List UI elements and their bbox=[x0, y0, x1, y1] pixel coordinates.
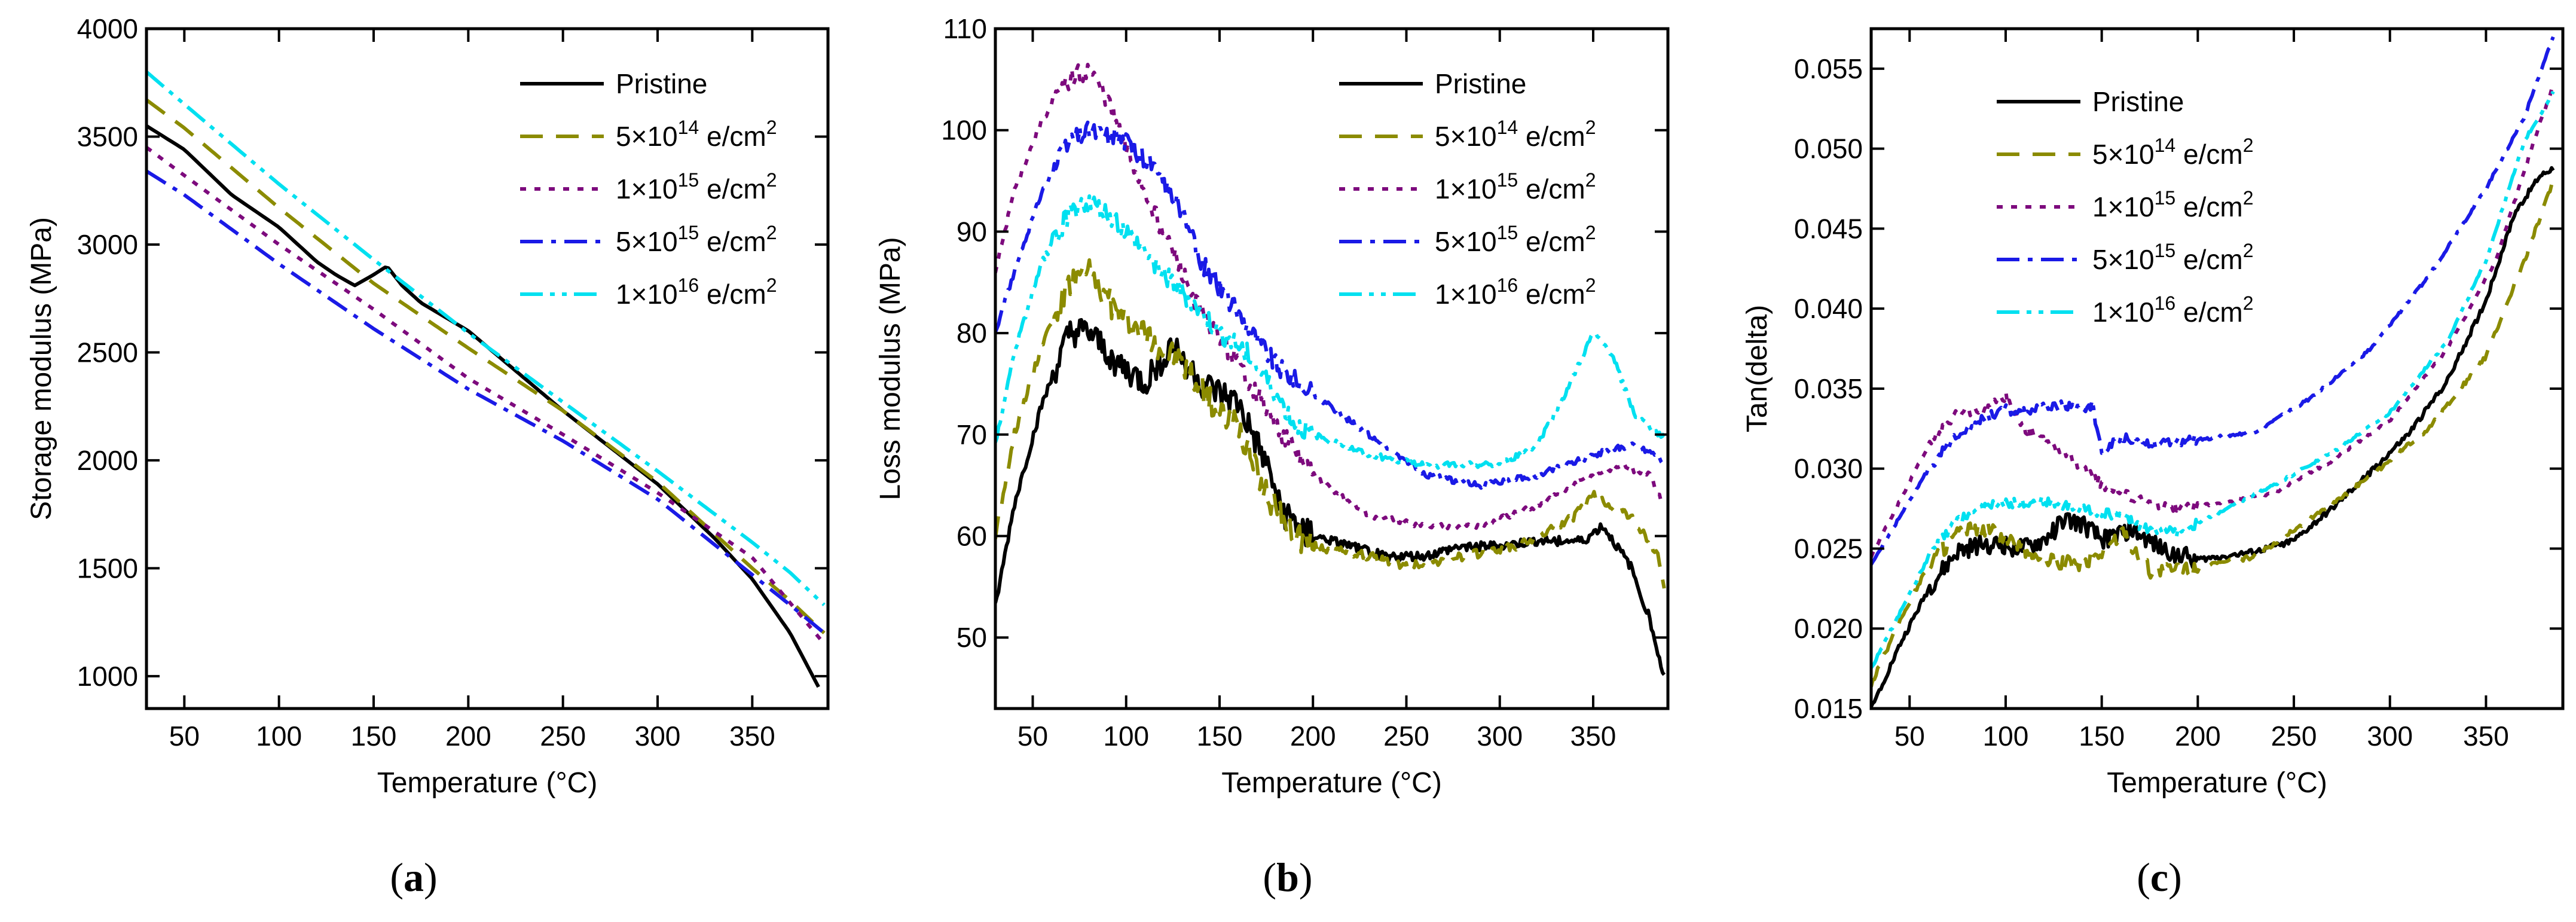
series-line-2 bbox=[995, 63, 1665, 531]
legend-label: 5×1014 e/cm2 bbox=[1435, 117, 1596, 152]
plot-frame bbox=[1869, 27, 2565, 710]
x-tick-label: 200 bbox=[1290, 720, 1336, 752]
legend: Pristine 5×1014 e/cm2 1×1015 e/cm2 5×1015 e… bbox=[520, 68, 777, 310]
legend-label: 5×1015 e/cm2 bbox=[1435, 222, 1596, 257]
series-line-2 bbox=[146, 146, 826, 645]
legend-label: 5×1014 e/cm2 bbox=[616, 117, 777, 152]
x-tick-label: 200 bbox=[445, 720, 491, 752]
x-axis-label: Temperature (°C) bbox=[1221, 767, 1442, 799]
series-line-0 bbox=[1871, 166, 2555, 708]
series-line-1 bbox=[146, 98, 826, 634]
y-tick-label: 0.055 bbox=[1794, 53, 1863, 84]
legend-label: 5×1015 e/cm2 bbox=[2092, 240, 2253, 275]
plot-frame bbox=[994, 27, 1670, 710]
series-line-1 bbox=[1871, 179, 2555, 688]
chart-panel-0: 50 100 150 200 250 300 350 1000 1500 2000 2500 3000… bbox=[26, 13, 830, 799]
y-axis-label: Tan(delta) bbox=[1741, 305, 1773, 432]
x-tick-label: 300 bbox=[2367, 720, 2413, 752]
series-line-3 bbox=[1871, 36, 2555, 566]
y-tick-label: 4000 bbox=[77, 13, 138, 44]
x-tick-label: 300 bbox=[635, 720, 681, 752]
plot-frame bbox=[145, 27, 830, 710]
y-tick-label: 100 bbox=[941, 115, 987, 146]
y-axis-label: Storage modulus (MPa) bbox=[26, 217, 57, 520]
legend-label: Pristine bbox=[1435, 68, 1526, 99]
x-tick-label: 200 bbox=[2175, 720, 2221, 752]
y-tick-label: 70 bbox=[957, 419, 987, 450]
x-tick-label: 350 bbox=[729, 720, 775, 752]
series-line-0 bbox=[146, 124, 820, 688]
legend-label: 1×1015 e/cm2 bbox=[2092, 187, 2253, 222]
y-tick-label: 0.030 bbox=[1794, 453, 1863, 484]
y-tick-label: 3500 bbox=[77, 121, 138, 152]
series-line-4 bbox=[146, 70, 826, 606]
chart-panel-1: 50 100 150 200 250 300 350 50 60 70 80 90 100 110 Temp… bbox=[875, 13, 1670, 799]
y-tick-label: 110 bbox=[943, 13, 987, 44]
x-tick-label: 50 bbox=[1894, 720, 1925, 752]
panel-label-b: (b) bbox=[1263, 854, 1312, 900]
panel-label-c: (c) bbox=[2137, 854, 2182, 900]
panels-layer: 50 100 150 200 250 300 35010001500200025003000… bbox=[26, 13, 2565, 799]
x-tick-label: 150 bbox=[2079, 720, 2125, 752]
y-tick-label: 0.025 bbox=[1794, 533, 1863, 564]
y-tick-label: 0.040 bbox=[1794, 293, 1863, 324]
y-tick-label: 2500 bbox=[77, 337, 138, 368]
legend-label: 1×1015 e/cm2 bbox=[616, 169, 777, 204]
x-tick-label: 250 bbox=[1383, 720, 1429, 752]
y-axis-label: Loss modulus (MPa) bbox=[875, 237, 906, 500]
y-tick-label: 0.045 bbox=[1794, 213, 1863, 244]
series-line-3 bbox=[146, 169, 826, 635]
x-tick-label: 100 bbox=[1983, 720, 2029, 752]
legend-label: 1×1016 e/cm2 bbox=[2092, 292, 2253, 328]
legend: Pristine 5×1014 e/cm2 1×1015 e/cm2 5×1015 e… bbox=[1339, 68, 1596, 310]
x-tick-label: 100 bbox=[1103, 720, 1149, 752]
series-line-0 bbox=[995, 317, 1666, 676]
series-line-4 bbox=[995, 194, 1666, 470]
chart-panel-2: 50 100 150 200 250 300 350 0.015 0.020 0.025 0.030… bbox=[1741, 27, 2565, 799]
legend-label: 1×1016 e/cm2 bbox=[616, 274, 777, 310]
y-tick-label: 3000 bbox=[77, 229, 138, 260]
legend: Pristine 5×1014 e/cm2 1×1015 e/cm2 5×1015 e… bbox=[1997, 86, 2253, 328]
x-axis-label: Temperature (°C) bbox=[2107, 767, 2327, 799]
legend-label: Pristine bbox=[2092, 86, 2184, 117]
y-tick-label: 50 bbox=[957, 622, 987, 653]
x-tick-label: 150 bbox=[351, 720, 397, 752]
series-line-1 bbox=[995, 258, 1666, 589]
x-tick-label: 300 bbox=[1477, 720, 1523, 752]
y-tick-label: 0.050 bbox=[1794, 133, 1863, 164]
x-tick-label: 250 bbox=[2271, 720, 2317, 752]
legend-label: 1×1015 e/cm2 bbox=[1435, 169, 1596, 204]
y-tick-label: 0.015 bbox=[1794, 693, 1863, 724]
x-tick-label: 50 bbox=[169, 720, 200, 752]
x-tick-label: 150 bbox=[1197, 720, 1243, 752]
y-tick-label: 90 bbox=[957, 216, 987, 247]
legend-label: 5×1015 e/cm2 bbox=[616, 222, 777, 257]
y-tick-label: 2000 bbox=[77, 445, 138, 476]
y-tick-label: 1000 bbox=[77, 661, 138, 692]
x-tick-label: 350 bbox=[1570, 720, 1617, 752]
y-tick-label: 80 bbox=[957, 317, 987, 349]
x-axis-label: Temperature (°C) bbox=[377, 767, 598, 799]
y-tick-label: 0.020 bbox=[1794, 613, 1863, 644]
series-line-3 bbox=[995, 120, 1666, 490]
y-tick-label: 1500 bbox=[77, 552, 138, 584]
x-tick-label: 250 bbox=[540, 720, 586, 752]
x-tick-label: 100 bbox=[256, 720, 302, 752]
series-line-2 bbox=[1871, 83, 2555, 558]
x-tick-label: 50 bbox=[1017, 720, 1048, 752]
legend-label: 1×1016 e/cm2 bbox=[1435, 274, 1596, 310]
y-tick-label: 60 bbox=[957, 521, 987, 552]
x-tick-label: 350 bbox=[2463, 720, 2509, 752]
panel-label-a: (a) bbox=[390, 854, 437, 900]
legend-label: 5×1014 e/cm2 bbox=[2092, 135, 2253, 170]
series-line-4 bbox=[1871, 90, 2555, 669]
legend-label: Pristine bbox=[616, 68, 707, 99]
y-tick-label: 0.035 bbox=[1794, 373, 1863, 404]
